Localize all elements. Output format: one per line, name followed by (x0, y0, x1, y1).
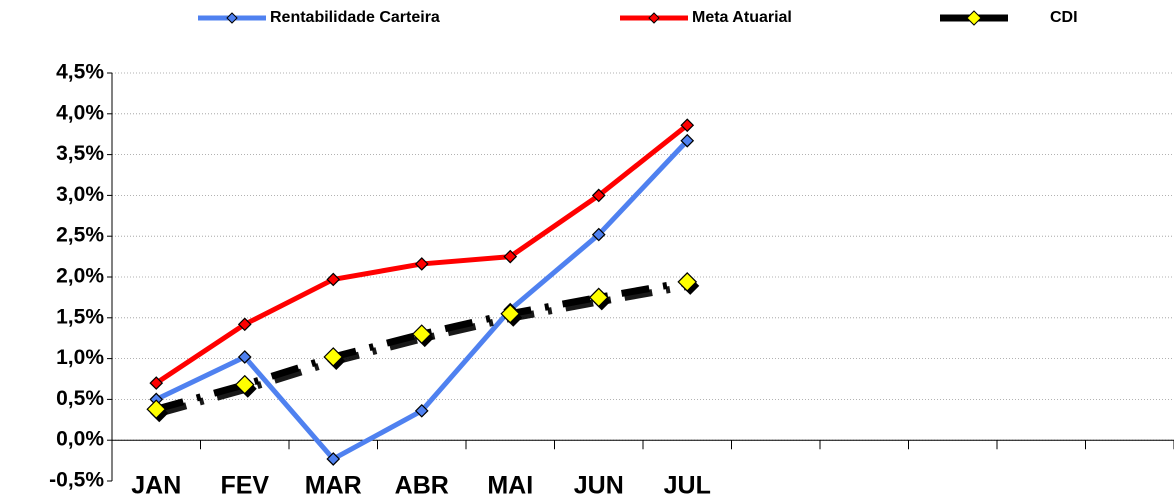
y-tick-label: 2,5% (56, 224, 104, 247)
marker (237, 350, 252, 364)
marker (677, 272, 698, 292)
marker (500, 303, 521, 324)
y-tick-label: 1,5% (56, 305, 104, 328)
x-tick-label: MAR (305, 472, 362, 499)
marker (323, 347, 344, 367)
marker (591, 227, 606, 242)
marker (234, 374, 255, 395)
legend-label: CDI (1050, 9, 1078, 26)
y-tick-label: 3,0% (56, 183, 104, 206)
y-tick-label: 2,0% (56, 265, 104, 288)
y-tick-label: 4,0% (56, 101, 104, 124)
x-tick-label: MAI (487, 472, 533, 499)
series-line (154, 123, 689, 386)
y-tick-label: 1,0% (56, 346, 104, 369)
y-tick-label: -0,5% (49, 469, 104, 492)
marker (414, 257, 429, 271)
x-tick-label: JAN (131, 472, 181, 499)
marker (326, 272, 341, 287)
legend-marker (966, 10, 982, 26)
legend-marker (648, 12, 660, 24)
marker (680, 133, 695, 148)
x-tick-label: JUL (664, 472, 711, 499)
legend-label: Meta Atuarial (692, 9, 792, 26)
marker (326, 452, 341, 466)
x-tick-label: ABR (395, 472, 449, 499)
marker (591, 188, 606, 203)
y-tick-label: 3,5% (56, 142, 104, 165)
legend-label: Rentabilidade Carteira (270, 9, 440, 26)
marker (414, 403, 429, 418)
legend-marker (226, 12, 238, 24)
y-tick-label: 4,5% (56, 61, 104, 84)
x-tick-label: JUN (574, 472, 624, 499)
x-tick-label: FEV (220, 472, 269, 499)
marker (588, 287, 609, 308)
marker (149, 376, 164, 390)
marker (680, 118, 695, 133)
marker (237, 317, 252, 332)
marker (503, 249, 518, 264)
y-tick-label: 0,5% (56, 387, 104, 410)
marker (411, 324, 432, 344)
y-tick-label: 0,0% (56, 428, 104, 451)
line-shadow (158, 282, 691, 417)
marker (146, 399, 167, 420)
